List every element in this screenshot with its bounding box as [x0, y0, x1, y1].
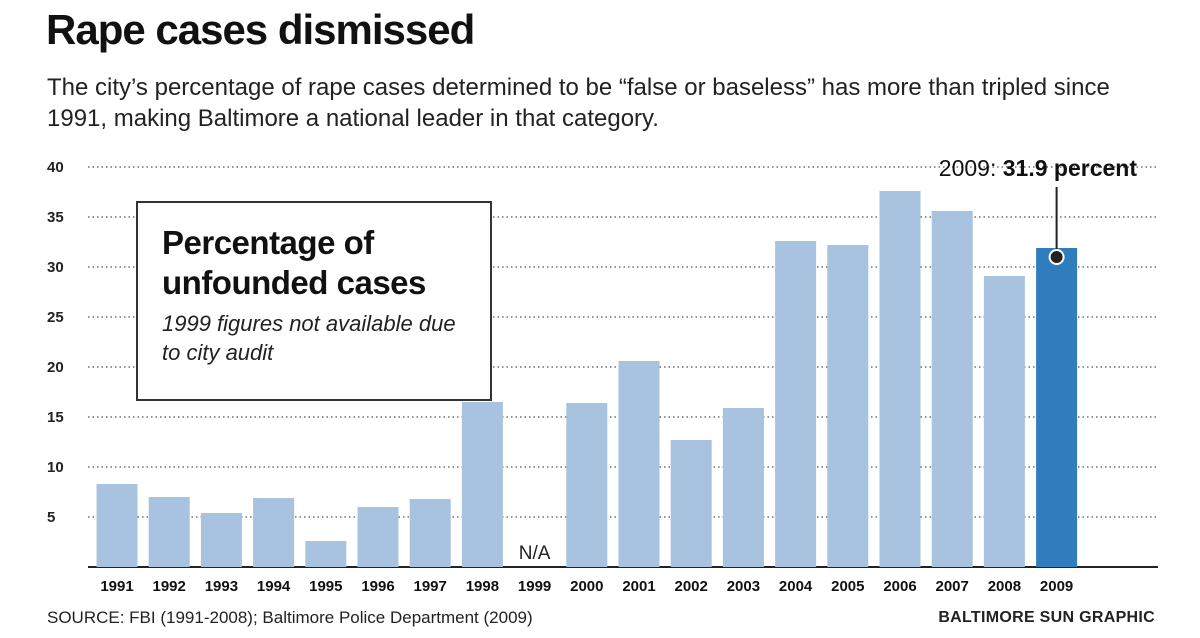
x-tick-label-1994: 1994 — [257, 578, 291, 595]
bar-2008 — [983, 276, 1025, 567]
bar-1992 — [148, 497, 190, 567]
bar-1994 — [253, 498, 295, 567]
bar-1995 — [305, 541, 347, 567]
x-tick-label-1996: 1996 — [361, 578, 394, 595]
x-tick-label-2003: 2003 — [727, 578, 760, 595]
x-tick-label-2009: 2009 — [1040, 578, 1073, 595]
bar-2001 — [618, 361, 660, 567]
legend-box: Percentage of unfounded cases 1999 figur… — [136, 201, 492, 401]
x-tick-label-2006: 2006 — [883, 578, 916, 595]
bar-1996 — [357, 507, 399, 567]
x-tick-label-2007: 2007 — [936, 578, 969, 595]
bars: N/A — [96, 191, 1078, 567]
bar-2007 — [931, 211, 973, 567]
y-tick-label-10: 10 — [47, 459, 64, 476]
x-tick-label-1997: 1997 — [414, 578, 447, 595]
bar-2004 — [775, 241, 817, 567]
chart-subtitle: The city’s percentage of rape cases dete… — [47, 74, 1110, 132]
x-tick-label-1999: 1999 — [518, 578, 551, 595]
bar-1993 — [200, 513, 242, 567]
missing-label-1999: N/A — [519, 543, 551, 564]
legend-note: 1999 figures not available due to city a… — [162, 311, 456, 365]
legend-title: Percentage of unfounded cases — [162, 224, 426, 301]
graphic-credit: BALTIMORE SUN GRAPHIC — [938, 609, 1155, 626]
source-note: SOURCE: FBI (1991-2008); Baltimore Polic… — [47, 608, 533, 627]
x-tick-label-1998: 1998 — [466, 578, 499, 595]
x-tick-label-1992: 1992 — [153, 578, 186, 595]
x-tick-label-2005: 2005 — [831, 578, 864, 595]
x-tick-label-2002: 2002 — [675, 578, 708, 595]
x-tick-label-1995: 1995 — [309, 578, 342, 595]
bar-2009 — [1036, 248, 1078, 567]
bar-2000 — [566, 403, 608, 567]
y-tick-label-5: 5 — [47, 509, 55, 526]
bar-2006 — [879, 191, 921, 567]
bar-2005 — [827, 245, 869, 567]
category-labels: 1991 1992 1993 1994 1995 1996 1997 1998 1999 2000… — [100, 578, 1073, 595]
y-tick-label-35: 35 — [47, 209, 64, 226]
y-tick-label-30: 30 — [47, 259, 64, 276]
x-tick-label-2000: 2000 — [570, 578, 603, 595]
chart-title: Rape cases dismissed — [46, 6, 475, 53]
annotation-prefix: 2009: — [939, 155, 1003, 181]
y-tick-label-20: 20 — [47, 359, 64, 376]
bar-1997 — [409, 499, 451, 567]
y-tick-label-25: 25 — [47, 309, 64, 326]
x-tick-label-2008: 2008 — [988, 578, 1021, 595]
x-tick-label-2004: 2004 — [779, 578, 813, 595]
x-tick-label-1993: 1993 — [205, 578, 238, 595]
x-tick-label-2001: 2001 — [622, 578, 655, 595]
bar-1991 — [96, 484, 138, 567]
annotation-value: 31.9 percent — [1003, 155, 1138, 181]
annotation: 2009: 31.9 percent — [939, 155, 1138, 265]
bar-2002 — [670, 440, 712, 567]
bar-2003 — [722, 408, 764, 567]
x-tick-label-1991: 1991 — [100, 578, 133, 595]
annotation-marker — [1048, 249, 1065, 265]
annotation-label: 2009: 31.9 percent — [939, 155, 1138, 181]
y-tick-label-40: 40 — [47, 159, 64, 176]
y-tick-label-15: 15 — [47, 409, 64, 426]
bar-1998 — [461, 402, 503, 567]
